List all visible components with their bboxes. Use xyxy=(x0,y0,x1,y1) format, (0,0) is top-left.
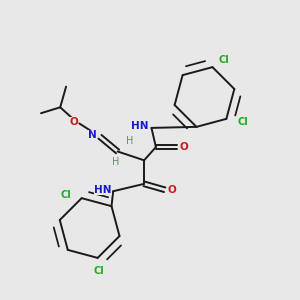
Text: H: H xyxy=(126,136,133,146)
Text: H: H xyxy=(112,157,120,167)
Text: O: O xyxy=(179,142,188,152)
Text: N: N xyxy=(88,130,97,140)
Text: Cl: Cl xyxy=(94,266,104,276)
Text: HN: HN xyxy=(131,122,148,131)
Text: O: O xyxy=(168,185,176,195)
Text: Cl: Cl xyxy=(237,117,248,127)
Text: Cl: Cl xyxy=(219,55,230,65)
Text: HN: HN xyxy=(94,185,112,195)
Text: Cl: Cl xyxy=(60,190,71,200)
Text: O: O xyxy=(69,117,78,127)
